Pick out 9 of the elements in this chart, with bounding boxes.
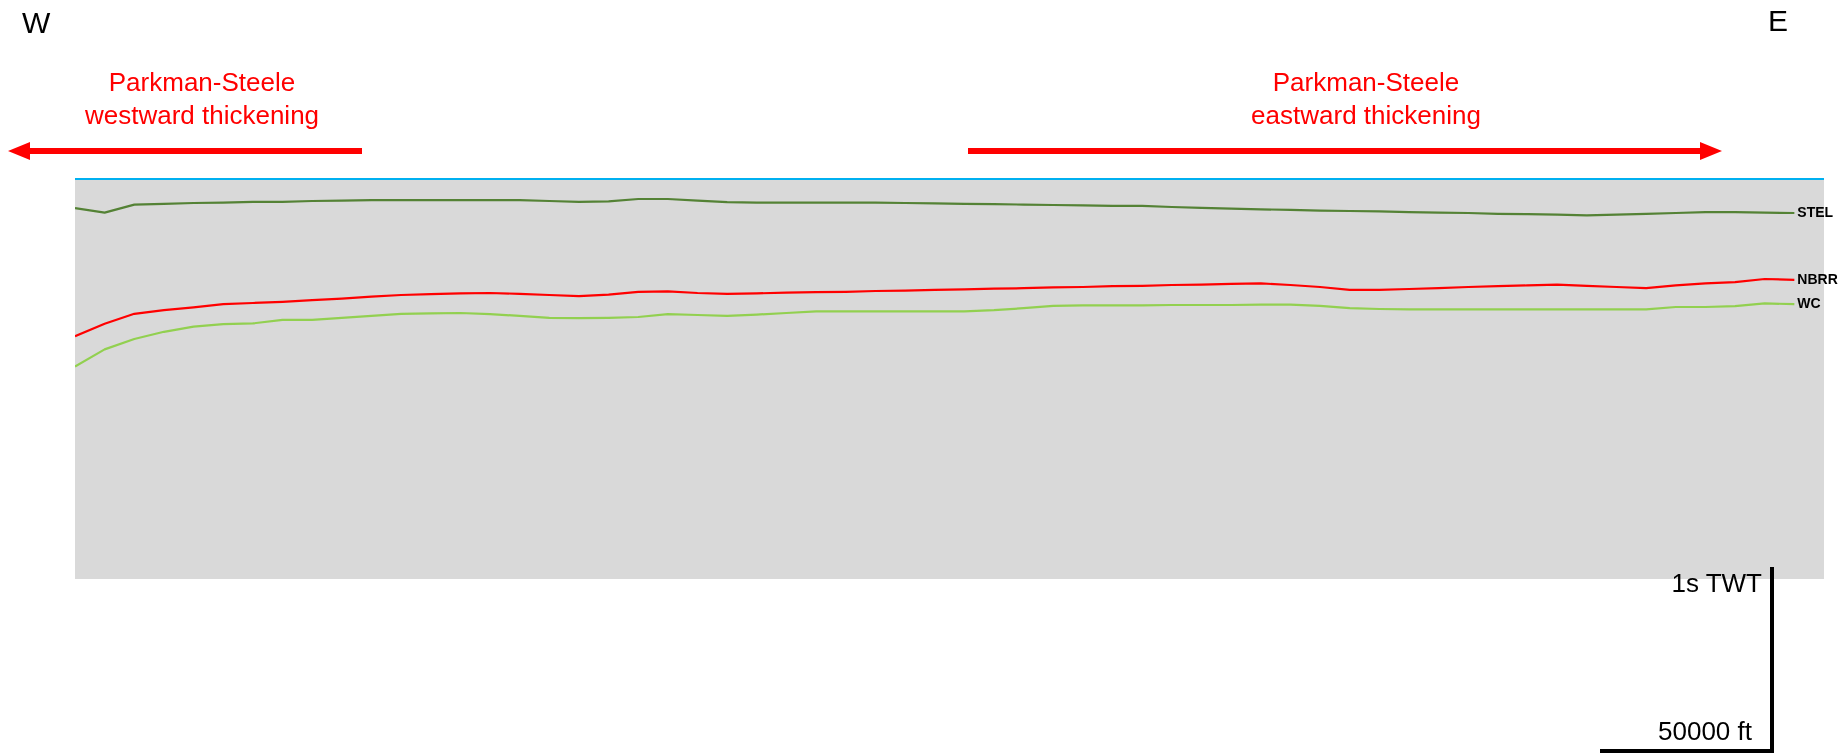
- text: 50000 ft: [1658, 716, 1752, 747]
- series-label: WC: [1797, 295, 1821, 312]
- text: Parkman-Steele eastward thickening: [1250, 66, 1482, 131]
- series-label: NBRR: [1797, 270, 1838, 287]
- text: E: [1768, 4, 1789, 38]
- series-label: STEL: [1797, 204, 1834, 220]
- annotation: 1s TWT: [1671, 568, 1762, 599]
- text: W: [22, 6, 51, 40]
- text: Parkman-Steele westward thickening: [83, 66, 321, 131]
